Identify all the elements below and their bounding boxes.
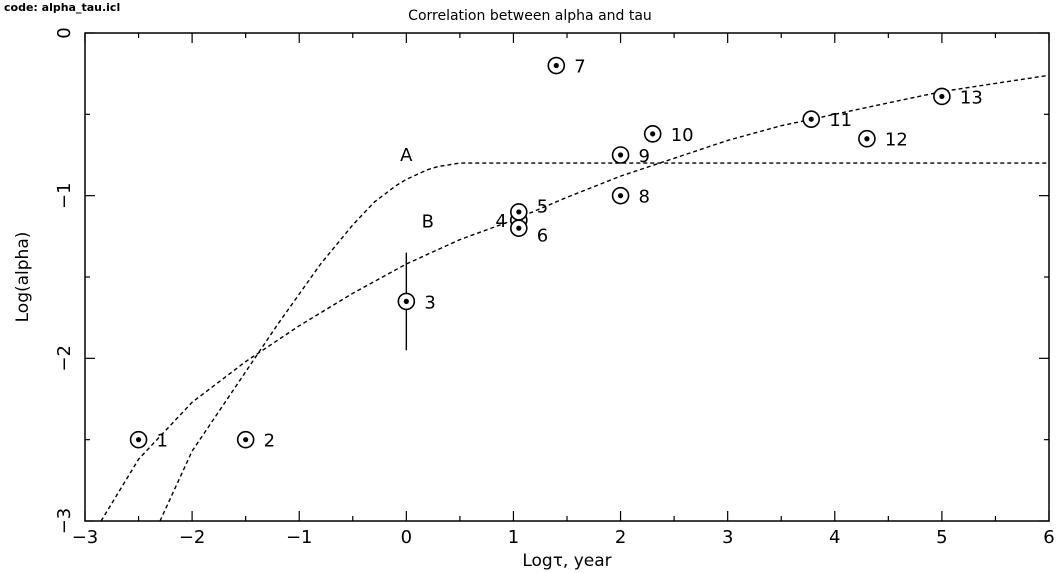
x-tick-label: −2 xyxy=(179,527,206,548)
data-point-dot xyxy=(243,437,249,443)
x-tick-label: 4 xyxy=(829,527,840,548)
x-tick-label: 3 xyxy=(722,527,733,548)
x-tick-label: 0 xyxy=(401,527,412,548)
point-label: 13 xyxy=(960,87,983,108)
point-label: 1 xyxy=(157,431,168,452)
data-point-dot xyxy=(617,152,624,158)
data-point-dot xyxy=(403,298,409,304)
x-tick-label: −1 xyxy=(286,527,313,548)
data-point-dot xyxy=(617,193,624,199)
curve-label: B xyxy=(422,212,434,233)
data-point-dot xyxy=(516,225,522,231)
point-label: 11 xyxy=(829,110,852,131)
x-tick-label: −3 xyxy=(72,527,99,548)
y-tick-label: −1 xyxy=(54,182,75,209)
axis-ticks: −3 −2 −1 0 1 2 3 4 5 60−1−2−3 xyxy=(54,27,1055,548)
x-axis-label: Logτ, year xyxy=(522,551,611,571)
x-tick-label: 5 xyxy=(936,527,947,548)
point-label: 3 xyxy=(424,292,435,313)
code-label: code: alpha_tau.icl xyxy=(4,1,121,14)
point-label: 2 xyxy=(264,431,275,452)
data-point-dot xyxy=(516,209,522,215)
data-point-dot xyxy=(650,131,656,137)
point-label: 6 xyxy=(537,226,548,247)
x-tick-label: 6 xyxy=(1043,527,1054,548)
point-label: 12 xyxy=(885,130,908,151)
y-tick-label: 0 xyxy=(54,27,75,38)
point-label: 8 xyxy=(639,187,650,208)
point-label: 7 xyxy=(574,57,585,78)
y-tick-label: −2 xyxy=(54,345,75,372)
data-point-dot xyxy=(808,116,814,122)
point-label: 9 xyxy=(639,146,650,167)
x-tick-label: 1 xyxy=(508,527,519,548)
point-label: 5 xyxy=(537,196,548,217)
y-axis-label: Log(alpha) xyxy=(13,232,33,323)
data-point-dot xyxy=(939,93,945,100)
data-point-dot xyxy=(553,62,559,69)
y-tick-label: −3 xyxy=(54,508,75,535)
data-point-dot xyxy=(864,136,870,142)
point-label: 4 xyxy=(495,211,506,232)
data-point-dot xyxy=(135,437,142,443)
point-label: 10 xyxy=(671,125,694,146)
x-tick-label: 2 xyxy=(615,527,626,548)
curve-a xyxy=(159,162,1049,521)
plot-frame xyxy=(84,32,1050,522)
chart-title: Correlation between alpha and tau xyxy=(408,8,652,24)
curves-layer: AB xyxy=(100,74,1049,521)
curve-b xyxy=(100,74,1049,521)
curve-label: A xyxy=(400,145,413,166)
